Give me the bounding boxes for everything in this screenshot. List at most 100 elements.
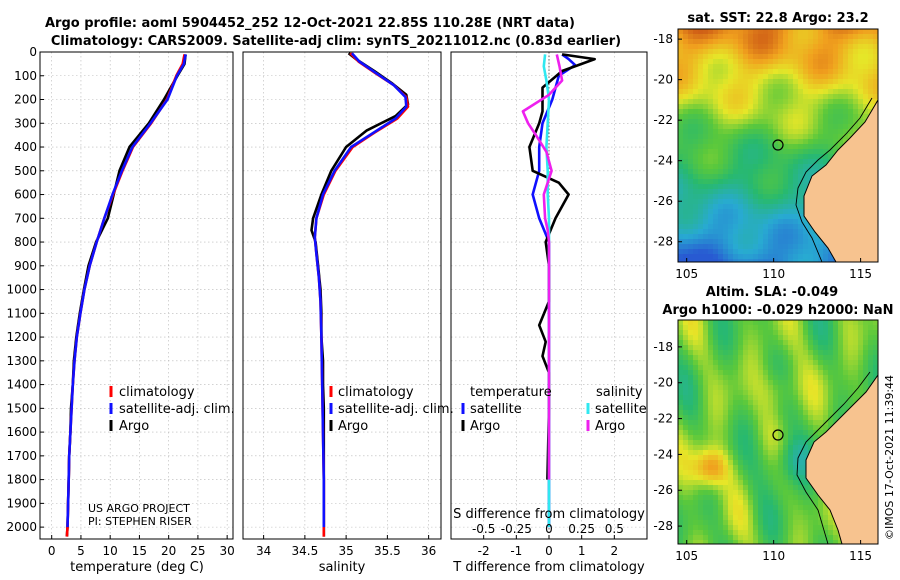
sla-cell — [873, 335, 878, 341]
sst-cell — [713, 139, 719, 145]
sst-cell — [848, 74, 854, 80]
sst-cell — [678, 154, 684, 160]
sst-cell — [733, 159, 739, 165]
sla-cell — [803, 485, 809, 491]
sst-cell — [758, 239, 764, 245]
sst-cell — [788, 214, 794, 220]
sla-cell — [758, 380, 764, 386]
sla-cell — [718, 350, 724, 356]
sst-cell — [713, 209, 719, 215]
sst-cell — [808, 139, 814, 145]
sla-cell — [788, 390, 794, 396]
sst-cell — [768, 74, 774, 80]
sla-cell — [798, 405, 804, 411]
salinity-xlabel: salinity — [319, 560, 366, 575]
sst-cell — [698, 179, 704, 185]
sla-cell — [728, 445, 734, 451]
sla-cell — [698, 500, 704, 506]
sst-cell — [743, 104, 749, 110]
sst-cell — [728, 244, 734, 250]
sla-cell — [743, 435, 749, 441]
x-tick-label: -1 — [510, 544, 522, 558]
sst-cell — [783, 34, 789, 40]
sla-cell — [718, 390, 724, 396]
sla-cell — [813, 525, 819, 531]
sla-cell — [778, 415, 784, 421]
sst-cell — [693, 244, 699, 250]
sst-cell — [723, 89, 729, 95]
sla-cell — [778, 525, 784, 531]
sla-cell — [833, 530, 839, 536]
sla-cell — [768, 505, 774, 511]
sla-cell — [763, 405, 769, 411]
sst-cell — [768, 189, 774, 195]
sst-cell — [733, 179, 739, 185]
sla-cell — [813, 360, 819, 366]
sla-cell — [758, 535, 764, 541]
sla-cell — [688, 440, 694, 446]
x-tick-label: 2 — [611, 544, 619, 558]
sst-cell — [693, 79, 699, 85]
sla-cell — [773, 485, 779, 491]
map-x-tick-label: 115 — [849, 267, 872, 281]
sla-cell — [708, 495, 714, 501]
sla-cell — [748, 340, 754, 346]
sst-cell — [868, 29, 874, 35]
sla-cell — [708, 465, 714, 471]
sla-cell — [793, 320, 799, 326]
sst-cell — [843, 29, 849, 35]
sst-cell — [718, 214, 724, 220]
sla-cell — [683, 440, 689, 446]
sla-cell — [693, 530, 699, 536]
sla-cell — [723, 370, 729, 376]
sla-cell — [733, 345, 739, 351]
sst-cell — [703, 164, 709, 170]
sst-cell — [703, 54, 709, 60]
sst-cell — [858, 109, 864, 115]
sst-cell — [793, 134, 799, 140]
sst-cell — [783, 104, 789, 110]
sla-cell — [698, 415, 704, 421]
sst-cell — [778, 234, 784, 240]
sla-cell — [753, 335, 759, 341]
sla-cell — [733, 375, 739, 381]
sla-cell — [783, 475, 789, 481]
sla-cell — [773, 465, 779, 471]
sst-cell — [788, 229, 794, 235]
sla-cell — [838, 365, 844, 371]
sst-cell — [748, 174, 754, 180]
sla-cell — [793, 505, 799, 511]
sla-cell — [748, 525, 754, 531]
sla-cell — [698, 425, 704, 431]
sst-cell — [788, 254, 794, 260]
sst-cell — [778, 139, 784, 145]
sst-cell — [873, 99, 878, 105]
sst-cell — [778, 109, 784, 115]
sst-cell — [688, 164, 694, 170]
sst-cell — [688, 109, 694, 115]
sst-cell — [703, 139, 709, 145]
sla-cell — [788, 335, 794, 341]
sst-cell — [678, 149, 684, 155]
sla-cell — [763, 425, 769, 431]
sla-cell — [783, 335, 789, 341]
sst-cell — [793, 39, 799, 45]
sla-cell — [773, 435, 779, 441]
sst-cell — [793, 234, 799, 240]
y-tick-label: 1400 — [6, 378, 37, 392]
sla-cell — [758, 330, 764, 336]
sla-cell — [813, 530, 819, 536]
sst-cell — [688, 204, 694, 210]
sla-cell — [803, 540, 809, 544]
sla-cell — [753, 395, 759, 401]
sla-cell — [703, 485, 709, 491]
sla-cell — [723, 470, 729, 476]
sla-cell — [728, 325, 734, 331]
sst-cell — [798, 259, 804, 262]
sla-cell — [753, 405, 759, 411]
sla-cell — [848, 355, 854, 361]
sla-cell — [788, 470, 794, 476]
sst-cell — [838, 74, 844, 80]
sst-cell — [798, 94, 804, 100]
sla-cell — [793, 450, 799, 456]
